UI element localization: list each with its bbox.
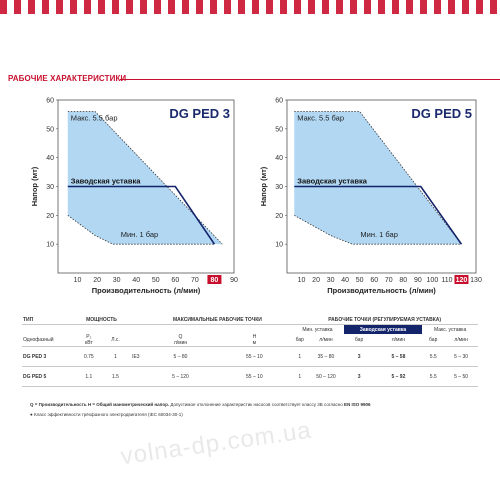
header-work-points: РАБОЧИЕ ТОЧКИ (РЕГУЛИРУЕМАЯ УСТАВКА) xyxy=(291,315,478,325)
factory-setting-line xyxy=(67,185,216,245)
ie-class: IE3 xyxy=(128,346,144,367)
unit-hp: Л.с. xyxy=(102,334,129,347)
unit-min-bar: бар xyxy=(291,334,309,347)
y-tick-label: 60 xyxy=(275,98,283,105)
x-tick-label: 80 xyxy=(211,277,219,284)
series-label-min: Мин. 1 бар xyxy=(360,230,397,239)
unit-fac-lmin: л/мин xyxy=(374,334,423,347)
x-tick-label: 40 xyxy=(132,277,140,284)
y-tick-label: 30 xyxy=(46,184,54,191)
series-label-max: Макс. 5.5 бар xyxy=(297,114,344,123)
x-tick-label: 10 xyxy=(74,277,82,284)
header-type: ТИП xyxy=(22,315,75,325)
x-tick-label: 70 xyxy=(385,277,393,284)
table-notes: Q = Производительность H = Общий маномет… xyxy=(30,400,371,420)
x-axis-label: Производительность (л/мин) xyxy=(327,286,436,295)
table-subheader-row: Мин. уставка Заводская уставка Макс. уст… xyxy=(22,324,478,334)
header-power: МОЩНОСТЬ xyxy=(74,315,129,325)
x-tick-label: 50 xyxy=(356,277,364,284)
chart-dg-ped-3: Макс. 5.5 бар Заводская уставка Мин. 1 бар… xyxy=(30,98,238,296)
chart-title: DG PED 3 xyxy=(169,106,230,121)
x-tick-label: 10 xyxy=(298,277,306,284)
series-label-factory: Заводская уставка xyxy=(71,177,141,186)
header-factory-setting: Заводская уставка xyxy=(343,324,423,334)
y-tick-label: 60 xyxy=(46,98,54,105)
x-tick-label: 40 xyxy=(341,277,349,284)
series-label-min: Мин. 1 бар xyxy=(121,230,158,239)
y-tick-label: 10 xyxy=(46,242,54,249)
y-tick-label: 50 xyxy=(46,126,54,133)
y-tick-label: 20 xyxy=(46,213,54,220)
y-axis-label: Напор (мт) xyxy=(30,166,39,206)
x-tick-label: 20 xyxy=(93,277,101,284)
unit-fac-bar: бар xyxy=(343,334,375,347)
header-min-setting: Мин. уставка xyxy=(302,326,333,333)
unit-min-lmin: л/мин xyxy=(308,334,344,347)
specs-table: ТИП МОЩНОСТЬ МАКСИМАЛЬНЫЕ РАБОЧИЕ ТОЧКИ … xyxy=(22,315,478,387)
unit-max-lmin: л/мин xyxy=(444,334,478,347)
x-tick-label: 90 xyxy=(230,277,238,284)
x-tick-label: 120 xyxy=(456,277,468,284)
unit-max-bar: бар xyxy=(422,334,445,347)
x-tick-label: 110 xyxy=(441,277,452,284)
note-line-1: Q = Производительность H = Общий маномет… xyxy=(30,402,371,407)
max-pressure-line xyxy=(294,111,462,245)
x-tick-label: 60 xyxy=(370,277,378,284)
table-row: DG PED 5 1.1 1.5 5 – 120 55 – 10 1 50 – … xyxy=(22,366,478,387)
x-tick-label: 60 xyxy=(171,277,179,284)
y-tick-label: 30 xyxy=(275,184,283,191)
unit-kw: P₂ кВт xyxy=(74,334,103,347)
x-tick-label: 20 xyxy=(312,277,320,284)
max-pressure-line xyxy=(67,111,223,245)
top-decorative-stripe xyxy=(0,0,500,14)
x-tick-label: 100 xyxy=(427,277,439,284)
x-tick-highlight xyxy=(454,275,469,284)
x-axis-label: Производительность (л/мин) xyxy=(92,286,201,295)
table-row: DG PED 3 0.75 1 IE3 5 – 80 55 – 10 1 35 … xyxy=(22,346,478,367)
header-max-points: МАКСИМАЛЬНЫЕ РАБОЧИЕ ТОЧКИ xyxy=(143,315,292,325)
y-axis-label: Напор (мт) xyxy=(259,166,268,206)
note-line-2: ● Класс эффективности трёхфазного электр… xyxy=(30,412,183,417)
table-header-row: ТИП МОЩНОСТЬ МАКСИМАЛЬНЫЕ РАБОЧИЕ ТОЧКИ … xyxy=(22,315,478,325)
x-tick-label: 80 xyxy=(399,277,407,284)
series-label-factory: Заводская уставка xyxy=(297,177,367,186)
factory-setting-line xyxy=(294,185,463,245)
section-divider xyxy=(120,79,500,80)
chart-dg-ped-5: Макс. 5.5 бар Заводская уставка Мин. 1 бар… xyxy=(259,98,482,296)
unit-p2: P₂ xyxy=(86,334,92,340)
section-title: РАБОЧИЕ ХАРАКТЕРИСТИКИ xyxy=(8,74,127,83)
x-tick-label: 90 xyxy=(414,277,422,284)
y-tick-label: 40 xyxy=(275,155,283,162)
chart-title: DG PED 5 xyxy=(411,106,472,121)
header-max-setting: Макс. уставка xyxy=(434,326,467,333)
x-tick-label: 30 xyxy=(113,277,121,284)
y-tick-label: 50 xyxy=(275,126,283,133)
series-label-max: Макс. 5.5 бар xyxy=(71,114,118,123)
x-tick-label: 30 xyxy=(327,277,335,284)
x-tick-highlight xyxy=(207,275,222,284)
operating-area xyxy=(294,111,462,245)
x-tick-label: 50 xyxy=(152,277,160,284)
operating-area xyxy=(67,111,223,245)
x-tick-label: 130 xyxy=(470,277,482,284)
x-tick-label: 70 xyxy=(191,277,199,284)
y-tick-label: 40 xyxy=(46,155,54,162)
y-tick-label: 10 xyxy=(275,242,283,249)
phase-label: Однофазный xyxy=(22,334,75,347)
y-tick-label: 20 xyxy=(275,213,283,220)
